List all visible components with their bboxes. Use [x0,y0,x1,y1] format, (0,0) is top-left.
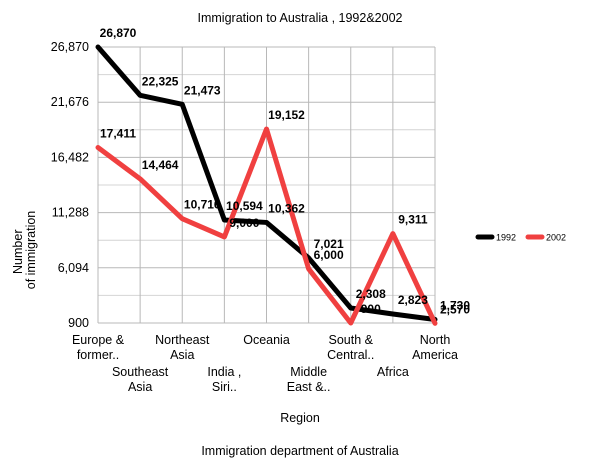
data-label-1992: 21,473 [184,83,221,97]
x-tick-label: Middle East &.. [287,365,331,394]
grid-lines [97,46,436,324]
legend-label-1992: 1992 [496,233,516,243]
data-label-1992: 10,362 [268,201,305,215]
x-tick-label: Oceania [243,333,290,347]
y-tick-label: 21,676 [51,95,89,109]
data-label-1992: 22,325 [142,74,179,88]
x-tick-label: India , Siri.. [207,365,241,394]
data-label-1992: 2,308 [356,287,386,301]
y-tick-label: 6,094 [58,261,89,275]
data-label-1992: 26,870 [100,26,137,40]
chart-title: Immigration to Australia , 1992&2002 [198,11,403,25]
y-axis-ticks: 900 6,094 11,288 16,482 21,676 26,870 [51,40,89,330]
y-axis-label: Number of immigration [11,211,38,290]
data-label-2002: 6,000 [314,248,344,262]
y-tick-label: 16,482 [51,150,89,164]
legend-label-2002: 2002 [546,233,566,243]
x-tick-label: Europe & former.. [72,333,125,362]
data-label-1992: 2,823 [398,293,428,307]
chart-caption: Immigration department of Australia [201,444,398,458]
data-label-2002: 14,464 [142,158,179,172]
y-tick-label: 900 [68,316,89,330]
series-lines [95,44,438,326]
x-axis-ticks: Europe & former.. Southeast Asia Northeast As… [72,333,458,394]
legend: 1992 2002 [475,233,566,243]
data-label-2002: 2,570 [440,302,470,316]
x-tick-label: South & Central.. [327,333,374,362]
x-tick-label: North America [412,333,458,362]
x-tick-label: Northeast Asia [155,333,210,362]
x-axis-label: Region [280,411,320,425]
data-label-2002: 10,716 [184,198,221,212]
data-label-2002: 9,311 [398,213,428,227]
data-label-2002: 19,152 [268,108,305,122]
data-label-2002: 17,411 [100,127,136,141]
data-label-1992: 10,594 [226,199,263,213]
data-label-1992: 1,730 [440,298,470,312]
y-tick-label: 11,288 [52,206,89,220]
y-tick-label: 26,870 [51,40,89,54]
data-label-1992: 7,021 [314,237,344,251]
data-label-2002: 9,000 [229,216,259,230]
data-label-2002: 900 [361,302,381,316]
x-tick-label: Africa [377,365,409,379]
x-tick-label: Southeast Asia [112,365,169,394]
data-labels: 26,870 22,325 21,473 10,594 10,362 7,021 2,308… [100,26,471,316]
